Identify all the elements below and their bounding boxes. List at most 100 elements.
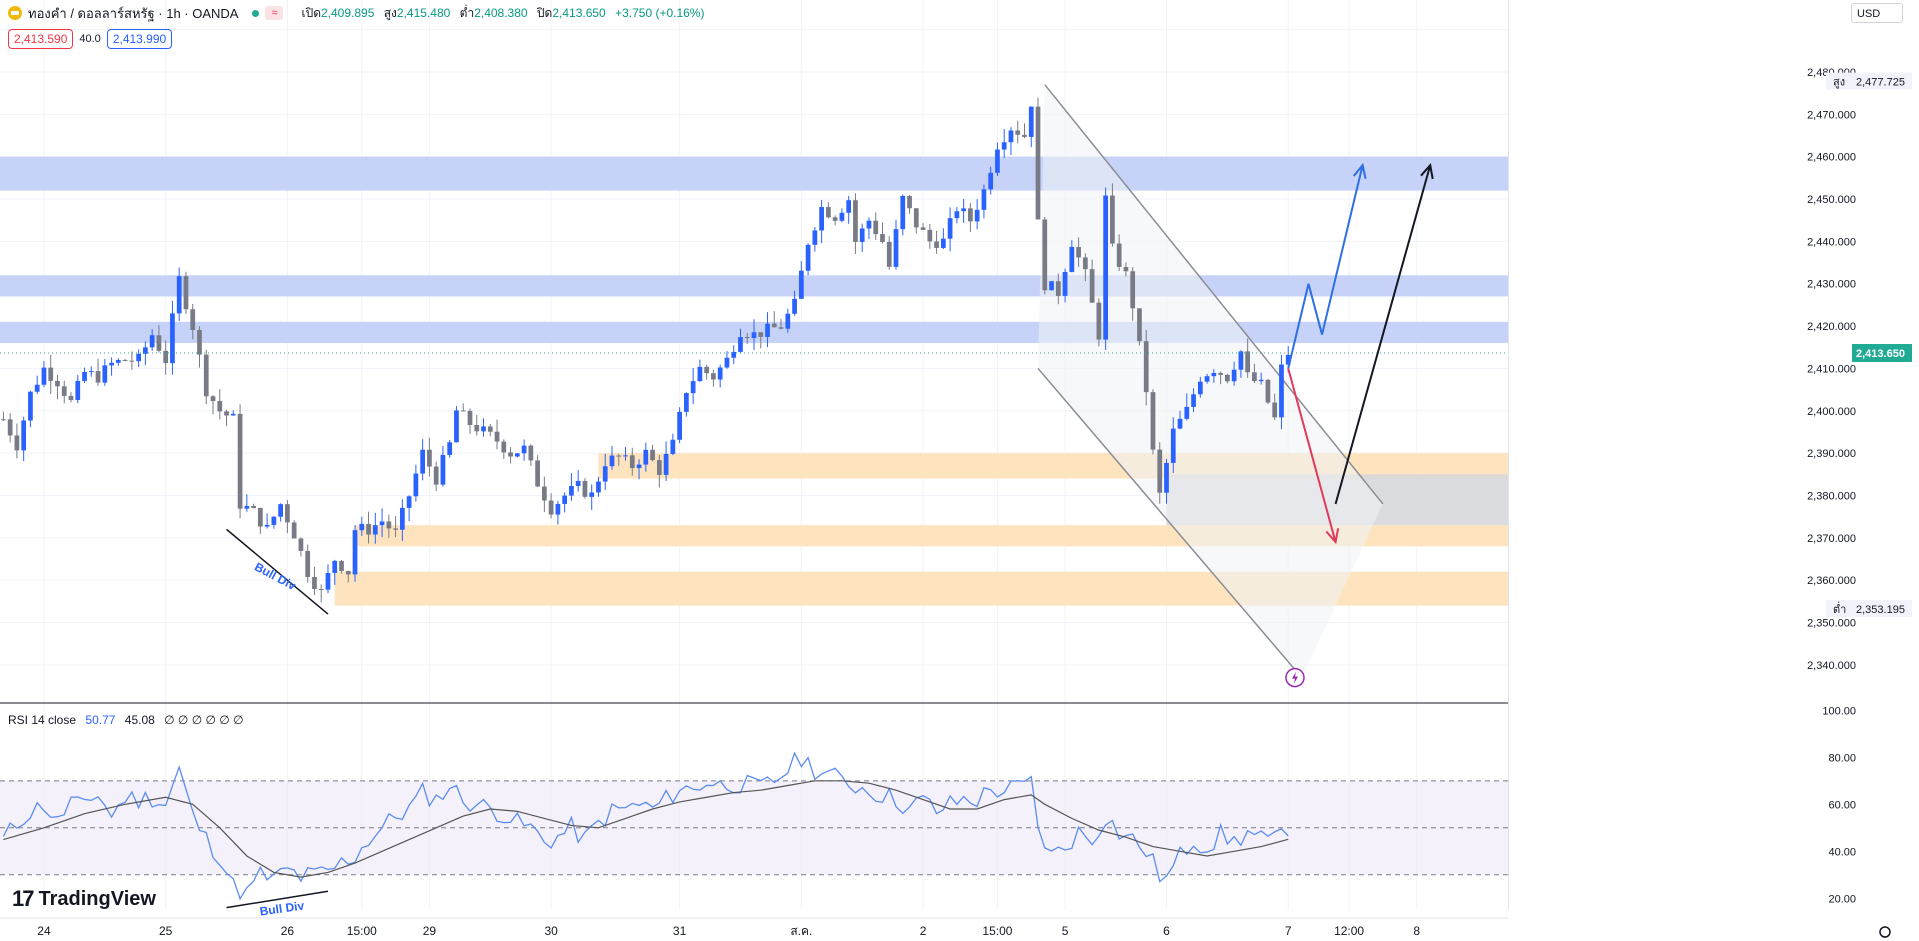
- gold-coin-icon: [8, 6, 22, 20]
- candle-body: [41, 367, 47, 385]
- candle-body: [7, 419, 13, 436]
- candle-body: [751, 332, 757, 339]
- candle-body: [1116, 243, 1122, 267]
- candle-body: [257, 507, 263, 527]
- candle-body: [1211, 372, 1217, 377]
- candle-body: [109, 362, 114, 366]
- candle-body: [345, 571, 351, 575]
- candle-body: [528, 445, 534, 461]
- candle-body: [711, 373, 716, 380]
- candle-body: [447, 442, 453, 455]
- candle-body: [1103, 195, 1109, 340]
- rsi-placeholders: ∅ ∅ ∅ ∅ ∅ ∅: [164, 713, 244, 727]
- time-tick-label: 29: [423, 924, 437, 938]
- candle-body: [913, 208, 919, 228]
- candle-body: [663, 453, 669, 475]
- candle-body: [1022, 134, 1027, 137]
- candle-body: [738, 337, 743, 352]
- candle-body: [21, 420, 27, 451]
- symbol-title[interactable]: ทองคำ / ดอลลาร์สหรัฐ · 1h · OANDA: [8, 3, 238, 24]
- candle-body: [68, 395, 74, 400]
- brand-name: TradingView: [38, 887, 156, 910]
- candle-body: [1055, 281, 1061, 296]
- candle-body: [454, 410, 459, 443]
- candle-body: [460, 410, 466, 412]
- buy-button[interactable]: 2,413.990: [106, 29, 173, 49]
- candle-body: [785, 313, 791, 329]
- candle-body: [995, 149, 1000, 173]
- candle-body: [717, 367, 723, 380]
- candle-body: [609, 455, 615, 467]
- candle-body: [230, 413, 236, 416]
- candle-body: [1028, 106, 1034, 137]
- candle-body: [1049, 281, 1054, 291]
- candle-body: [494, 431, 500, 442]
- candle-body: [548, 500, 554, 515]
- candle-body: [954, 211, 960, 219]
- candle-body: [1096, 302, 1102, 340]
- candle-body: [988, 172, 994, 190]
- candle-body: [1089, 269, 1095, 303]
- low-value: 2,408.380: [474, 5, 528, 20]
- long-target-arrow-head: [1420, 162, 1434, 180]
- candle-body: [210, 396, 216, 401]
- candle-body: [575, 480, 581, 487]
- high-marker-label: สูง: [1833, 77, 1845, 89]
- candle-body: [873, 220, 879, 235]
- low-label: ต่ำ: [459, 5, 475, 20]
- candle-body: [176, 276, 182, 314]
- symbol-header[interactable]: ทองคำ / ดอลลาร์สหรัฐ · 1h · OANDA ≈ เปิด…: [8, 4, 710, 22]
- candle-body: [88, 371, 94, 373]
- time-tick-label: 15:00: [982, 924, 1012, 938]
- candle-body: [704, 366, 710, 374]
- candle-body: [589, 492, 595, 497]
- currency-select[interactable]: USD: [1851, 3, 1903, 23]
- spread-value: 40.0: [79, 33, 101, 45]
- candle-body: [332, 560, 338, 574]
- candle-body: [677, 411, 682, 440]
- candle-body: [143, 347, 148, 354]
- candle-body: [866, 220, 872, 229]
- candle-body: [393, 528, 398, 530]
- candle-body: [1272, 402, 1278, 418]
- candle-body: [501, 441, 507, 453]
- sell-button[interactable]: 2,413.590: [8, 29, 74, 49]
- candle-body: [1150, 392, 1156, 450]
- time-tick-label: 15:00: [347, 924, 377, 938]
- candle-body: [1015, 130, 1021, 135]
- candle-body: [271, 516, 277, 525]
- channel-line: [1044, 84, 1384, 505]
- rsi-ma-line: [3, 780, 1289, 878]
- close-value: 2,413.650: [552, 5, 606, 20]
- candle-body: [305, 550, 311, 578]
- candle-body: [656, 460, 662, 475]
- candle-body: [163, 350, 169, 364]
- channel-fill: [1038, 84, 1383, 678]
- candle-body: [14, 435, 20, 451]
- candle-body: [514, 453, 520, 457]
- candle-body: [636, 464, 642, 469]
- candle-body: [102, 365, 108, 383]
- candle-body: [623, 455, 628, 457]
- candle-body: [596, 481, 601, 493]
- candle-body: [149, 335, 155, 348]
- tradingview-logo[interactable]: 17 TradingView: [12, 886, 156, 912]
- candle-body: [1252, 372, 1257, 382]
- candle-body: [643, 449, 649, 465]
- rsi-legend[interactable]: RSI 14 close 50.77 45.08 ∅ ∅ ∅ ∅ ∅ ∅: [8, 713, 244, 727]
- time-tick-label: ส.ค.: [790, 924, 812, 938]
- candle-body: [542, 486, 547, 501]
- candle-body: [731, 351, 737, 358]
- time-tick-label: 7: [1285, 924, 1292, 938]
- candle-body: [217, 400, 223, 412]
- price-tick-label: 2,460.000: [1807, 152, 1856, 164]
- candle-body: [122, 360, 128, 362]
- price-tick-label: 2,400.000: [1807, 406, 1856, 418]
- candle-body: [744, 337, 750, 339]
- rsi-value: 50.77: [85, 713, 116, 727]
- wave-icon[interactable]: ≈: [265, 6, 284, 20]
- candle-body: [697, 366, 703, 382]
- channel-line: [1037, 367, 1303, 679]
- candle-body: [1042, 219, 1048, 291]
